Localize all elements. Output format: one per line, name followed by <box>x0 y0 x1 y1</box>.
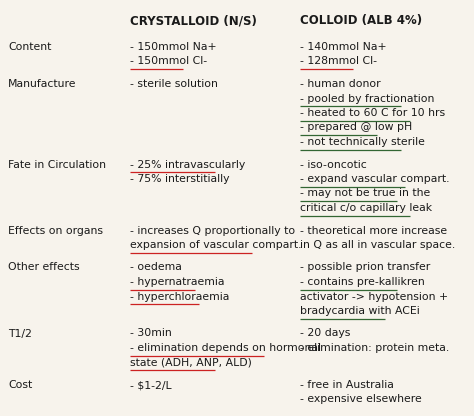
Text: - $1-2/L: - $1-2/L <box>130 380 172 390</box>
Text: - 20 days: - 20 days <box>300 329 350 339</box>
Text: bradycardia with ACEi: bradycardia with ACEi <box>300 306 420 316</box>
Text: expansion of vascular compart.: expansion of vascular compart. <box>130 240 301 250</box>
Text: - expensive elsewhere: - expensive elsewhere <box>300 394 422 404</box>
Text: - 75% interstitially: - 75% interstitially <box>130 174 229 184</box>
Text: - free in Australia: - free in Australia <box>300 380 394 390</box>
Text: - pooled by fractionation: - pooled by fractionation <box>300 94 434 104</box>
Text: - human donor: - human donor <box>300 79 381 89</box>
Text: - iso-oncotic: - iso-oncotic <box>300 159 367 169</box>
Text: in Q as all in vascular space.: in Q as all in vascular space. <box>300 240 455 250</box>
Text: CRYSTALLOID (N/S): CRYSTALLOID (N/S) <box>130 14 257 27</box>
Text: critical c/o capillary leak: critical c/o capillary leak <box>300 203 432 213</box>
Text: Manufacture: Manufacture <box>8 79 76 89</box>
Text: - 25% intravascularly: - 25% intravascularly <box>130 159 245 169</box>
Text: - theoretical more increase: - theoretical more increase <box>300 225 447 235</box>
Text: T1/2: T1/2 <box>8 329 32 339</box>
Text: - oedema: - oedema <box>130 262 182 272</box>
Text: - prepared @ low pH: - prepared @ low pH <box>300 122 412 133</box>
Text: Cost: Cost <box>8 380 32 390</box>
Text: - 128mmol Cl-: - 128mmol Cl- <box>300 57 377 67</box>
Text: - possible prion transfer: - possible prion transfer <box>300 262 430 272</box>
Text: - hypernatraemia: - hypernatraemia <box>130 277 225 287</box>
Text: - sterile solution: - sterile solution <box>130 79 218 89</box>
Text: - hyperchloraemia: - hyperchloraemia <box>130 292 229 302</box>
Text: - may not be true in the: - may not be true in the <box>300 188 430 198</box>
Text: - 150mmol Cl-: - 150mmol Cl- <box>130 57 207 67</box>
Text: - 150mmol Na+: - 150mmol Na+ <box>130 42 217 52</box>
Text: Content: Content <box>8 42 51 52</box>
Text: - increases Q proportionally to: - increases Q proportionally to <box>130 225 295 235</box>
Text: - 30min: - 30min <box>130 329 172 339</box>
Text: activator -> hypotension +: activator -> hypotension + <box>300 292 448 302</box>
Text: - heated to 60 C for 10 hrs: - heated to 60 C for 10 hrs <box>300 108 445 118</box>
Text: state (ADH, ANP, ALD): state (ADH, ANP, ALD) <box>130 357 252 367</box>
Text: - contains pre-kallikren: - contains pre-kallikren <box>300 277 425 287</box>
Text: Effects on organs: Effects on organs <box>8 225 103 235</box>
Text: Fate in Circulation: Fate in Circulation <box>8 159 106 169</box>
Text: - 140mmol Na+: - 140mmol Na+ <box>300 42 387 52</box>
Text: - expand vascular compart.: - expand vascular compart. <box>300 174 449 184</box>
Text: - not technically sterile: - not technically sterile <box>300 137 425 147</box>
Text: - elimination: protein meta.: - elimination: protein meta. <box>300 343 449 353</box>
Text: - elimination depends on hormonal: - elimination depends on hormonal <box>130 343 321 353</box>
Text: COLLOID (ALB 4%): COLLOID (ALB 4%) <box>300 14 422 27</box>
Text: Other effects: Other effects <box>8 262 80 272</box>
